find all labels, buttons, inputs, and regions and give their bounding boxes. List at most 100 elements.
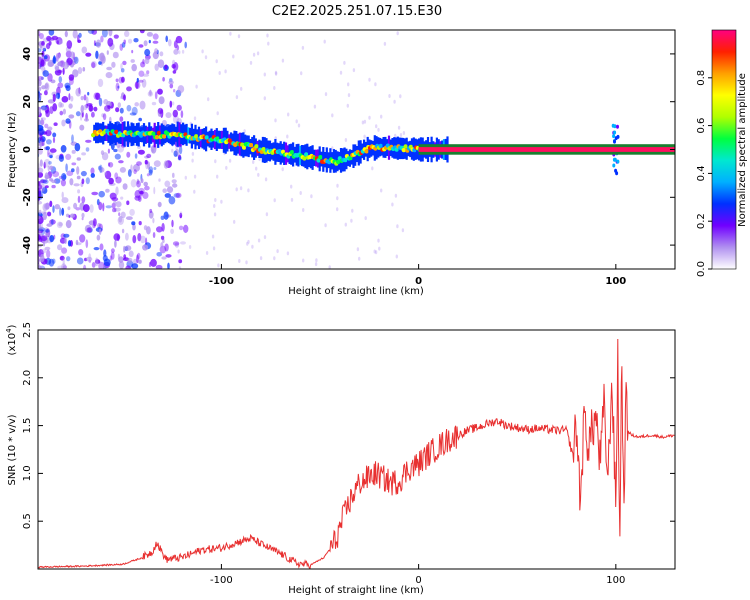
noise-speck — [54, 204, 60, 210]
ridge-core — [394, 147, 399, 152]
noise-speck — [38, 227, 46, 232]
noise-speck — [263, 235, 267, 240]
noise-speck — [63, 233, 70, 238]
noise-speck — [113, 200, 117, 205]
spur-speck — [614, 136, 618, 141]
noise-speck — [40, 117, 44, 126]
noise-speck — [140, 61, 146, 68]
noise-speck — [131, 221, 136, 226]
noise-speck — [38, 265, 42, 269]
noise-speck — [118, 160, 124, 164]
snr-x-ticks: -100 0 100 — [210, 564, 625, 586]
colorbar-tick-label: 0.8 — [696, 70, 707, 86]
noise-speck — [178, 145, 183, 155]
spur-speck — [611, 123, 615, 128]
noise-speck — [61, 197, 69, 204]
noise-speck — [78, 32, 82, 38]
noise-speck — [144, 159, 148, 165]
noise-speck — [127, 257, 133, 264]
noise-speck — [44, 174, 50, 180]
noise-speck — [122, 183, 128, 190]
noise-speck — [352, 68, 356, 73]
noise-speck — [40, 235, 48, 242]
noise-speck — [39, 140, 42, 149]
noise-speck — [142, 58, 145, 65]
noise-speck — [43, 161, 46, 169]
noise-speck — [72, 30, 78, 39]
noise-speck — [136, 77, 139, 83]
noise-speck — [171, 101, 175, 106]
noise-speck — [118, 212, 121, 217]
noise-speck — [216, 111, 219, 116]
noise-speck — [323, 39, 326, 44]
noise-speck — [57, 62, 62, 67]
noise-speck — [179, 211, 183, 216]
noise-speck — [266, 33, 269, 38]
noise-speck — [259, 256, 263, 261]
y-tick-label: 0 — [22, 146, 33, 153]
noise-speck — [302, 208, 305, 212]
noise-speck — [118, 261, 125, 269]
noise-speck — [201, 49, 204, 54]
noise-speck — [115, 186, 119, 196]
noise-speck — [157, 88, 163, 95]
colorbar-gradient — [711, 29, 737, 270]
noise-speck — [108, 162, 111, 167]
x-tick-label: 0 — [415, 575, 421, 586]
noise-speck — [373, 249, 376, 254]
noise-speck — [127, 169, 132, 177]
noise-speck — [61, 119, 66, 127]
noise-speck — [144, 48, 151, 57]
noise-speck — [165, 112, 172, 119]
noise-speck — [46, 35, 52, 42]
noise-speck — [122, 60, 127, 66]
carrier-core — [418, 147, 675, 152]
noise-speck — [162, 188, 167, 193]
noise-speck — [47, 61, 54, 67]
noise-speck — [247, 188, 250, 193]
noise-speck — [131, 106, 138, 116]
noise-speck — [126, 104, 132, 112]
spur-speck — [613, 130, 617, 135]
noise-speck — [47, 165, 50, 172]
noise-speck — [79, 112, 83, 121]
noise-speck — [361, 120, 365, 125]
noise-speck — [374, 250, 378, 255]
noise-speck — [156, 226, 163, 233]
noise-speck — [40, 105, 48, 111]
noise-speck — [70, 213, 75, 218]
noise-speck — [38, 209, 42, 215]
ridge-core — [364, 149, 369, 154]
noise-speck — [281, 58, 285, 63]
noise-speck — [314, 262, 318, 267]
noise-speck — [131, 63, 137, 72]
noise-speck — [204, 55, 208, 60]
noise-speck — [91, 30, 97, 35]
noise-speck — [331, 113, 334, 118]
noise-speck — [214, 159, 217, 164]
noise-speck — [121, 76, 125, 83]
noise-speck — [48, 161, 52, 165]
noise-speck — [51, 184, 56, 189]
ridge-core — [204, 135, 209, 140]
ridge-core — [401, 147, 406, 153]
noise-speck — [111, 61, 116, 68]
noise-speck — [156, 252, 162, 257]
ridge-core — [336, 159, 341, 165]
noise-speck — [129, 208, 135, 216]
snr-series-line — [38, 338, 675, 569]
noise-speck — [123, 39, 126, 45]
noise-speck — [61, 247, 68, 254]
noise-speck — [243, 129, 246, 134]
noise-speck — [58, 76, 63, 83]
noise-speck — [232, 54, 235, 59]
noise-speck — [67, 240, 72, 247]
noise-speck — [47, 126, 53, 131]
noise-speck — [40, 59, 45, 67]
noise-speck — [47, 99, 55, 104]
noise-speck — [364, 216, 367, 221]
noise-speck — [104, 170, 112, 180]
noise-speck — [40, 76, 45, 81]
noise-speck — [97, 53, 105, 62]
